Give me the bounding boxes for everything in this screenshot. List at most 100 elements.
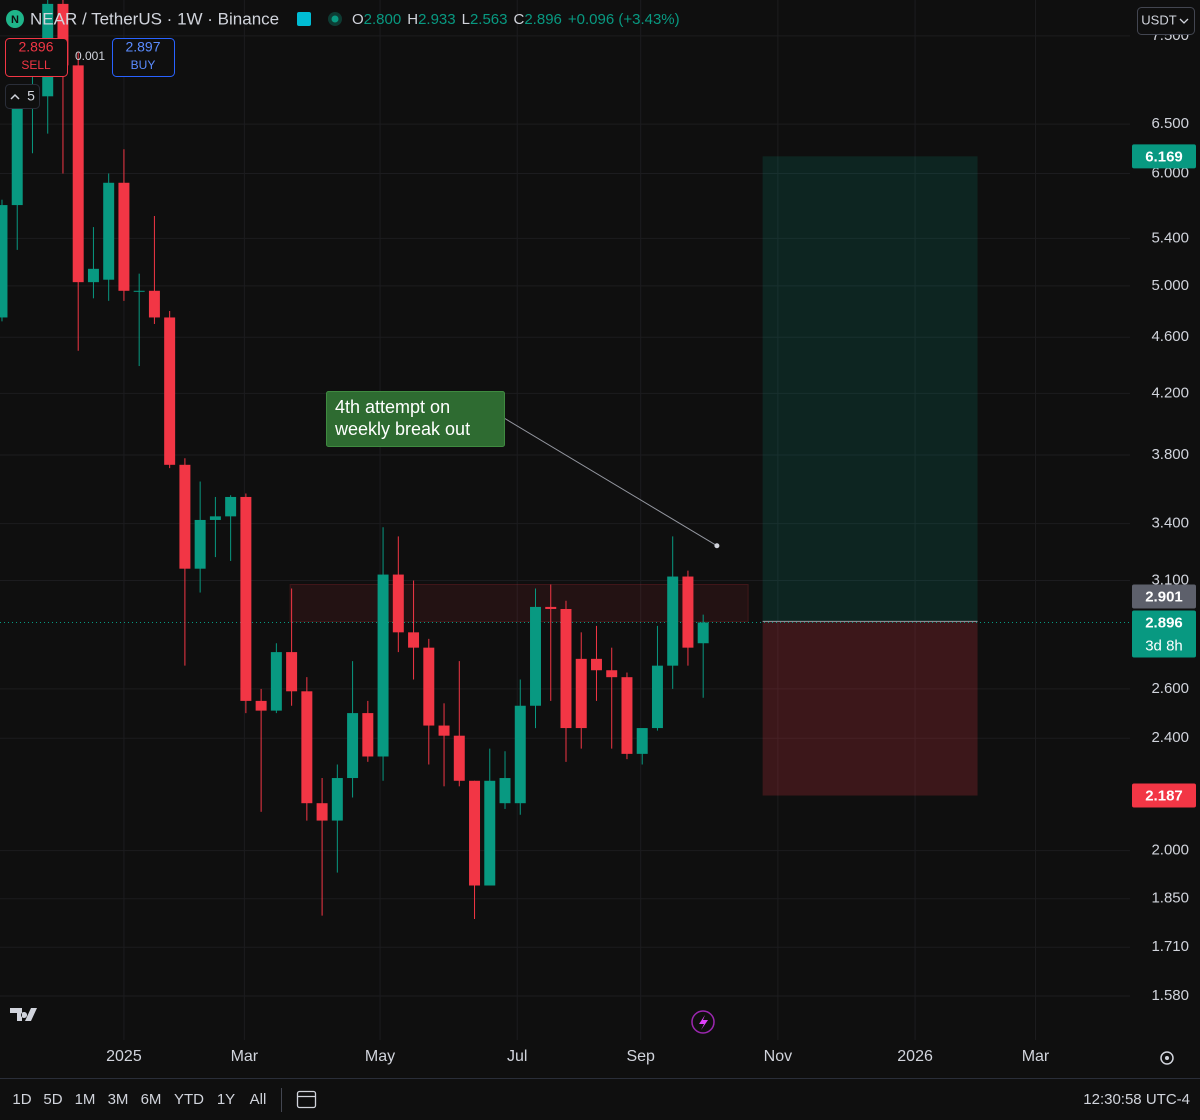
y-tick-label: 2.400 (1151, 729, 1189, 746)
annotation-text: 4th attempt on (335, 397, 450, 417)
entry-price-label-box (1132, 584, 1196, 609)
candle-body (87, 268, 99, 283)
ohlc-value: 2.933 (418, 11, 456, 28)
symbol-logo (6, 10, 24, 28)
x-tick-label: Mar (1022, 1048, 1050, 1065)
x-tick-label: Mar (231, 1048, 259, 1065)
y-tick-label: 1.710 (1151, 938, 1189, 955)
target-price-label: 6.169 (1145, 148, 1183, 165)
x-tick-label: May (365, 1048, 395, 1065)
range-button[interactable]: 5D (43, 1091, 62, 1108)
candle-body (347, 713, 359, 779)
toolbar: 1D 5D 1M 3M 6M YTD 1Y All (12, 1091, 266, 1108)
candle-body (697, 622, 709, 644)
sell-button[interactable] (5, 38, 68, 77)
ohlc-key: L (462, 11, 470, 28)
status-dot (331, 15, 339, 23)
candle-body (362, 713, 374, 757)
indicator-count: 5 (27, 88, 35, 104)
candle-body (423, 647, 435, 726)
ohlc-value: 2.800 (364, 11, 402, 28)
range-button[interactable]: 1D (12, 1091, 31, 1108)
overlay: 7.5006.5006.0005.4005.0004.6004.2003.800… (106, 27, 1196, 1065)
ohlc-key: O (352, 11, 364, 28)
chevron-icon (1179, 18, 1189, 24)
y-tick-label: 3.400 (1151, 515, 1189, 532)
candle-body (530, 606, 541, 706)
candle-body (667, 576, 679, 666)
countdown-label: 3d 8h (1145, 637, 1183, 654)
loss-zone (762, 621, 978, 796)
candle-body (301, 691, 313, 804)
candle-body (651, 665, 663, 729)
range-button[interactable]: 1M (75, 1091, 96, 1108)
alert-icon[interactable] (691, 1010, 715, 1034)
sell-label: SELL (21, 58, 51, 72)
x-tick-label: Sep (626, 1048, 655, 1065)
candle-body (133, 290, 145, 292)
y-tick-label: 1.850 (1151, 890, 1189, 907)
last-price-label: 2.896 (1145, 614, 1183, 631)
stop-price-label-box (1132, 783, 1196, 808)
candle-body (103, 182, 115, 280)
y-tick-label: 2.000 (1151, 842, 1189, 859)
candle-body (270, 652, 282, 711)
y-tick-label: 4.200 (1151, 384, 1189, 401)
range-button[interactable]: 3M (108, 1091, 129, 1108)
entry-price-label: 2.901 (1145, 588, 1183, 605)
candle-body (11, 100, 23, 206)
flag-icon[interactable] (297, 12, 311, 26)
candle-body (484, 780, 496, 886)
settings-icon[interactable] (1160, 1051, 1174, 1065)
range-button[interactable]: 6M (141, 1091, 162, 1108)
ohlc-legend: O2.800 H2.933 L2.563 C2.896 +0.096 (+3.43%) (352, 11, 680, 28)
ohlc-key: H (407, 11, 418, 28)
candle-body (255, 700, 267, 711)
candle-body (240, 496, 252, 701)
candle-body (72, 65, 84, 283)
y-tick-label: 6.500 (1151, 115, 1189, 132)
tradingview-logo (10, 1008, 37, 1021)
x-tick-label: 2026 (897, 1048, 933, 1065)
range-button[interactable]: 1Y (217, 1091, 235, 1108)
indicator-toggle[interactable] (5, 84, 40, 109)
candle-body (164, 317, 176, 465)
x-tick-label: Jul (507, 1048, 527, 1065)
candle-body (606, 670, 618, 678)
y-tick-label: 3.800 (1151, 446, 1189, 463)
clock: 12:30:58 UTC-4 (1083, 1091, 1190, 1108)
candle-body (225, 496, 237, 517)
currency-button[interactable] (1137, 7, 1195, 35)
chart-title: NEAR / TetherUS · 1W · Binance (30, 9, 279, 28)
buy-button[interactable] (112, 38, 175, 77)
calendar-icon[interactable] (296, 1090, 317, 1109)
candle-body (179, 464, 191, 569)
range-button[interactable]: All (250, 1091, 267, 1108)
chevron-icon (10, 93, 20, 100)
annotation-box (326, 391, 505, 447)
candle-body (286, 652, 298, 692)
candle-body (316, 803, 328, 821)
candle-body (57, 3, 69, 66)
candle-body (621, 677, 633, 754)
profit-zone (762, 156, 978, 622)
range-button[interactable]: YTD (174, 1091, 204, 1108)
ohlc-change: +0.096 (+3.43%) (568, 11, 680, 28)
resistance-zone (289, 583, 749, 623)
candle-body (453, 735, 465, 781)
buy-price: 2.897 (125, 39, 160, 55)
y-tick-label: 4.600 (1151, 328, 1189, 345)
last-price-box (1132, 610, 1196, 658)
candle-body (469, 780, 481, 886)
candle-body (545, 606, 557, 609)
candle-body (438, 725, 450, 736)
candle-body (590, 658, 602, 671)
y-tick-label: 6.000 (1151, 164, 1189, 181)
spread: 0.001 (75, 49, 105, 63)
candle-body (392, 574, 404, 633)
annotation-text: weekly break out (334, 419, 470, 439)
candle-body (514, 705, 526, 804)
lightning-icon (699, 1015, 708, 1030)
